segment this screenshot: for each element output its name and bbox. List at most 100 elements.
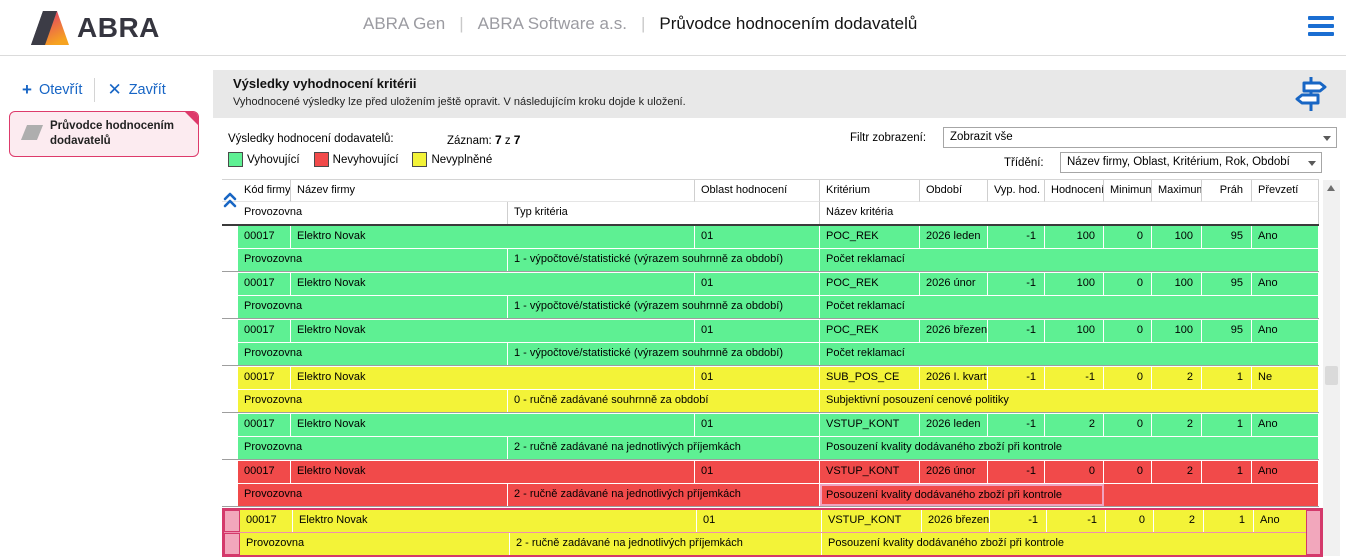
cell-kod-firmy[interactable]: 00017 bbox=[238, 414, 291, 436]
table-record[interactable]: 00017 Elektro Novak 01 POC_REK 2026 břez… bbox=[222, 320, 1319, 366]
cell-provozovna[interactable]: Provozovna bbox=[238, 437, 508, 459]
cell-oblast[interactable]: 01 bbox=[695, 273, 820, 295]
cell-hodnoceni[interactable]: 2 bbox=[1045, 414, 1104, 436]
cell-hodnoceni[interactable]: 100 bbox=[1045, 320, 1104, 342]
cell-maximum[interactable]: 2 bbox=[1152, 367, 1202, 389]
header-prah[interactable]: Práh bbox=[1202, 180, 1252, 202]
cell-prevzeti[interactable]: Ano bbox=[1252, 461, 1319, 483]
cell-maximum[interactable]: 2 bbox=[1152, 414, 1202, 436]
cell-obdobi[interactable]: 2026 březen bbox=[920, 320, 988, 342]
cell-maximum[interactable]: 100 bbox=[1152, 226, 1202, 248]
cell-prah[interactable]: 1 bbox=[1202, 414, 1252, 436]
cell-kriterium[interactable]: VSTUP_KONT bbox=[820, 461, 920, 483]
cell-kriterium[interactable]: VSTUP_KONT bbox=[822, 510, 922, 532]
focused-cell-box[interactable]: Posouzení kvality dodávaného zboží při k… bbox=[820, 484, 1104, 506]
cell-vyp-hod[interactable]: -1 bbox=[988, 273, 1045, 295]
cell-provozovna[interactable]: Provozovna bbox=[240, 533, 510, 555]
filter-dropdown[interactable]: Zobrazit vše bbox=[943, 127, 1337, 148]
cell-provozovna[interactable]: Provozovna bbox=[238, 249, 508, 271]
cell-nazev-firmy[interactable]: Elektro Novak bbox=[291, 226, 695, 248]
cell-obdobi[interactable]: 2026 březen bbox=[922, 510, 990, 532]
cell-kriterium[interactable]: POC_REK bbox=[820, 320, 920, 342]
cell-kod-firmy[interactable]: 00017 bbox=[240, 510, 293, 532]
cell-kod-firmy[interactable]: 00017 bbox=[238, 320, 291, 342]
cell-hodnoceni[interactable]: 0 bbox=[1045, 461, 1104, 483]
cell-oblast[interactable]: 01 bbox=[695, 226, 820, 248]
sort-dropdown[interactable]: Název firmy, Oblast, Kritérium, Rok, Obd… bbox=[1060, 152, 1322, 173]
header-prevzeti[interactable]: Převzetí bbox=[1252, 180, 1319, 202]
cell-oblast[interactable]: 01 bbox=[695, 461, 820, 483]
header-typ-kriteria[interactable]: Typ kritéria bbox=[508, 202, 820, 224]
cell-minimum[interactable]: 0 bbox=[1104, 226, 1152, 248]
cell-typ-kriteria[interactable]: 1 - výpočtové/statistické (výrazem souhr… bbox=[508, 296, 820, 318]
cell-kod-firmy[interactable]: 00017 bbox=[238, 461, 291, 483]
cell-vyp-hod[interactable]: -1 bbox=[988, 320, 1045, 342]
table-record[interactable]: 00017 Elektro Novak 01 VSTUP_KONT 2026 l… bbox=[222, 414, 1319, 460]
cell-minimum[interactable]: 0 bbox=[1104, 461, 1152, 483]
header-vyp-hod[interactable]: Vyp. hod. bbox=[988, 180, 1045, 202]
cell-obdobi[interactable]: 2026 leden bbox=[920, 226, 988, 248]
cell-vyp-hod[interactable]: -1 bbox=[988, 226, 1045, 248]
cell-prevzeti[interactable]: Ne bbox=[1252, 367, 1319, 389]
header-oblast[interactable]: Oblast hodnocení bbox=[695, 180, 820, 202]
cell-oblast[interactable]: 01 bbox=[695, 367, 820, 389]
cell-oblast[interactable]: 01 bbox=[695, 320, 820, 342]
table-record[interactable]: 00017 Elektro Novak 01 SUB_POS_CE 2026 I… bbox=[222, 367, 1319, 413]
cell-typ-kriteria[interactable]: 2 - ručně zadávané na jednotlivých příje… bbox=[508, 484, 820, 506]
cell-maximum[interactable]: 100 bbox=[1152, 320, 1202, 342]
close-button[interactable]: ✕ Zavřít bbox=[107, 81, 165, 98]
cell-nazev-kriteria[interactable]: Posouzení kvality dodávaného zboží při k… bbox=[820, 484, 1319, 506]
cell-minimum[interactable]: 0 bbox=[1104, 320, 1152, 342]
table-record[interactable]: 00017 Elektro Novak 01 VSTUP_KONT 2026 ú… bbox=[222, 461, 1319, 507]
header-hodnoceni[interactable]: Hodnocení bbox=[1045, 180, 1104, 202]
cell-prevzeti[interactable]: Ano bbox=[1252, 273, 1319, 295]
cell-hodnoceni[interactable]: -1 bbox=[1047, 510, 1106, 532]
cell-maximum[interactable]: 2 bbox=[1154, 510, 1204, 532]
header-maximum[interactable]: Maximum bbox=[1152, 180, 1202, 202]
cell-oblast[interactable]: 01 bbox=[697, 510, 822, 532]
cell-maximum[interactable]: 100 bbox=[1152, 273, 1202, 295]
header-nazev-firmy[interactable]: Název firmy bbox=[291, 180, 695, 202]
cell-obdobi[interactable]: 2026 únor bbox=[920, 461, 988, 483]
header-kod-firmy[interactable]: Kód firmy bbox=[238, 180, 291, 202]
cell-nazev-firmy[interactable]: Elektro Novak bbox=[291, 320, 695, 342]
cell-hodnoceni[interactable]: 100 bbox=[1045, 226, 1104, 248]
cell-typ-kriteria[interactable]: 2 - ručně zadávané na jednotlivých příje… bbox=[510, 533, 822, 555]
cell-minimum[interactable]: 0 bbox=[1106, 510, 1154, 532]
cell-prah[interactable]: 95 bbox=[1202, 320, 1252, 342]
cell-minimum[interactable]: 0 bbox=[1104, 273, 1152, 295]
double-chevron-up-icon[interactable] bbox=[223, 191, 237, 209]
hamburger-menu-icon[interactable] bbox=[1308, 16, 1334, 38]
sidebar-item-wizard[interactable]: Průvodce hodnocením dodavatelů bbox=[9, 111, 199, 157]
cell-prevzeti[interactable]: Ano bbox=[1252, 414, 1319, 436]
cell-kod-firmy[interactable]: 00017 bbox=[238, 367, 291, 389]
cell-prevzeti[interactable]: Ano bbox=[1252, 226, 1319, 248]
cell-typ-kriteria[interactable]: 2 - ručně zadávané na jednotlivých příje… bbox=[508, 437, 820, 459]
cell-maximum[interactable]: 2 bbox=[1152, 461, 1202, 483]
cell-vyp-hod[interactable]: -1 bbox=[988, 367, 1045, 389]
header-minimum[interactable]: Minimum bbox=[1104, 180, 1152, 202]
cell-nazev-firmy[interactable]: Elektro Novak bbox=[291, 461, 695, 483]
header-obdobi[interactable]: Období bbox=[920, 180, 988, 202]
header-nazev-kriteria[interactable]: Název kritéria bbox=[820, 202, 1319, 224]
open-button[interactable]: + Otevřít bbox=[22, 81, 82, 98]
cell-nazev-kriteria[interactable]: Počet reklamací bbox=[820, 296, 1319, 318]
cell-obdobi[interactable]: 2026 leden bbox=[920, 414, 988, 436]
cell-obdobi[interactable]: 2026 I. kvart bbox=[920, 367, 988, 389]
cell-provozovna[interactable]: Provozovna bbox=[238, 296, 508, 318]
cell-provozovna[interactable]: Provozovna bbox=[238, 484, 508, 506]
header-provozovna[interactable]: Provozovna bbox=[238, 202, 508, 224]
cell-hodnoceni[interactable]: 100 bbox=[1045, 273, 1104, 295]
table-record[interactable]: 00017 Elektro Novak 01 VSTUP_KONT 2026 b… bbox=[222, 508, 1323, 557]
cell-nazev-firmy[interactable]: Elektro Novak bbox=[291, 273, 695, 295]
cell-nazev-kriteria[interactable]: Posouzení kvality dodávaného zboží při k… bbox=[820, 437, 1319, 459]
cell-nazev-kriteria[interactable]: Počet reklamací bbox=[820, 249, 1319, 271]
cell-hodnoceni[interactable]: -1 bbox=[1045, 367, 1104, 389]
cell-kriterium[interactable]: POC_REK bbox=[820, 273, 920, 295]
cell-nazev-firmy[interactable]: Elektro Novak bbox=[293, 510, 697, 532]
cell-vyp-hod[interactable]: -1 bbox=[988, 461, 1045, 483]
cell-minimum[interactable]: 0 bbox=[1104, 414, 1152, 436]
cell-prah[interactable]: 95 bbox=[1202, 273, 1252, 295]
cell-kod-firmy[interactable]: 00017 bbox=[238, 226, 291, 248]
cell-prah[interactable]: 1 bbox=[1204, 510, 1254, 532]
